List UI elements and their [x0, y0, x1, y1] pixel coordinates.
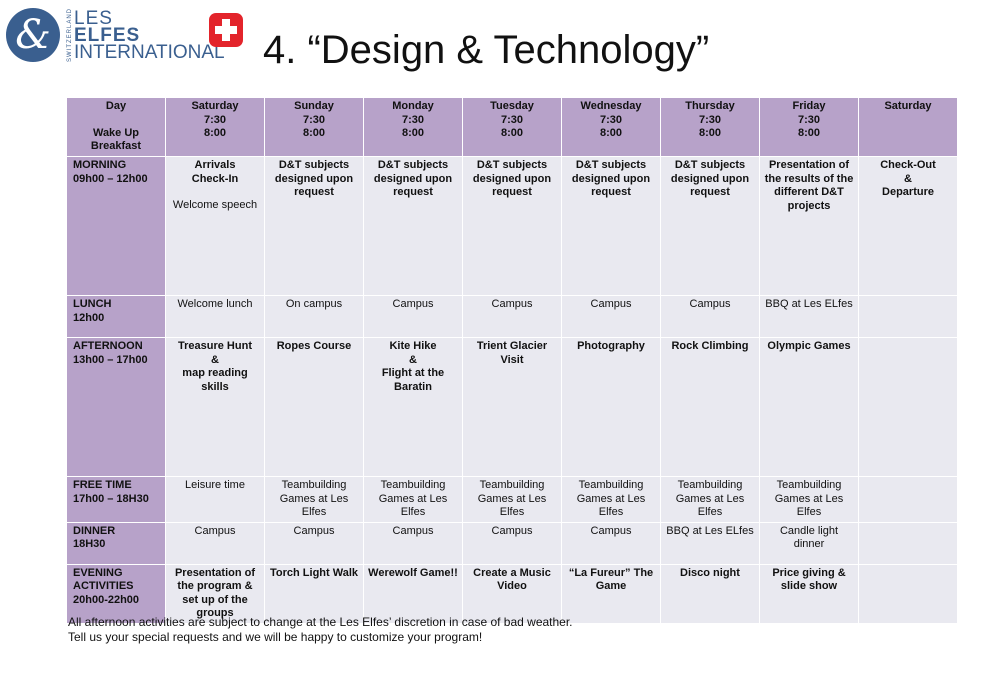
page-title: 4. “Design & Technology”	[263, 28, 710, 72]
les-elfes-logo: & SWITZERLAND LES ELFES INTERNATIONAL	[6, 7, 225, 64]
cell-evening-wed: “La Fureur” The Game	[561, 563, 661, 624]
header-day-cell: Day Wake Up Breakfast	[66, 97, 166, 157]
cell-dinner-fri: Candle light dinner	[759, 521, 859, 565]
cell-dinner-tue: Campus	[462, 521, 562, 565]
cell-lunch-thu: Campus	[660, 295, 760, 338]
cell-morning-sat-end: Check-Out & Departure	[858, 156, 958, 296]
cell-free-fri: Teambuilding Games at Les Elfes	[759, 476, 859, 523]
cell-dinner-mon: Campus	[363, 521, 463, 565]
cell-free-thu: Teambuilding Games at Les Elfes	[660, 476, 760, 523]
cell-lunch-wed: Campus	[561, 295, 661, 338]
row-label-afternoon: AFTERNOON 13h00 – 17h00	[66, 337, 166, 477]
cell-evening-tue: Create a Music Video	[462, 563, 562, 624]
row-label-free-time: FREE TIME 17h00 – 18H30	[66, 476, 166, 523]
cell-lunch-fri: BBQ at Les ELfes	[759, 295, 859, 338]
cell-morning-wed: D&T subjects designed upon request	[561, 156, 661, 296]
row-label-morning: MORNING 09h00 – 12h00	[66, 156, 166, 296]
cell-dinner-sun: Campus	[264, 521, 364, 565]
cell-free-wed: Teambuilding Games at Les Elfes	[561, 476, 661, 523]
cell-morning-sun: D&T subjects designed upon request	[264, 156, 364, 296]
cell-free-mon: Teambuilding Games at Les Elfes	[363, 476, 463, 523]
cell-morning-sat: Arrivals Check-In Welcome speech	[165, 156, 265, 296]
header-day-saturday: Saturday 7:30 8:00	[165, 97, 265, 157]
schedule-table: Day Wake Up Breakfast Saturday 7:30 8:00 S…	[66, 97, 958, 624]
footer-weather-note: All afternoon activities are subject to …	[68, 615, 573, 629]
cell-evening-fri: Price giving & slide show	[759, 563, 859, 624]
logo-country: SWITZERLAND	[67, 7, 74, 63]
cell-free-tue: Teambuilding Games at Les Elfes	[462, 476, 562, 523]
logo-line-1: LES	[74, 8, 113, 29]
cell-evening-sat: Presentation of the program & set up of …	[165, 563, 265, 624]
header-day-thursday: Thursday 7:30 8:00	[660, 97, 760, 157]
header-row: Day Wake Up Breakfast Saturday 7:30 8:00 S…	[66, 97, 958, 157]
cell-free-sat: Leisure time	[165, 476, 265, 523]
header-day-friday: Friday 7:30 8:00	[759, 97, 859, 157]
cell-free-sat-end	[858, 476, 958, 523]
row-label-evening: EVENING ACTIVITIES 20h00-22h00	[66, 563, 166, 624]
footer-notes: All afternoon activities are subject to …	[68, 615, 573, 645]
cell-dinner-sat-end	[858, 521, 958, 565]
cell-lunch-sat-end	[858, 295, 958, 338]
cell-lunch-sun: On campus	[264, 295, 364, 338]
cell-evening-sat-end	[858, 563, 958, 624]
row-afternoon: AFTERNOON 13h00 – 17h00 Treasure Hunt & map…	[66, 337, 958, 477]
cell-morning-thu: D&T subjects designed upon request	[660, 156, 760, 296]
cell-afternoon-thu: Rock Climbing	[660, 337, 760, 477]
header-day-wednesday: Wednesday 7:30 8:00	[561, 97, 661, 157]
header-day-sunday: Sunday 7:30 8:00	[264, 97, 364, 157]
cell-lunch-mon: Campus	[363, 295, 463, 338]
cell-afternoon-sat-end	[858, 337, 958, 477]
cell-lunch-tue: Campus	[462, 295, 562, 338]
cell-afternoon-mon: Kite Hike & Flight at the Baratin	[363, 337, 463, 477]
cell-afternoon-sun: Ropes Course	[264, 337, 364, 477]
cell-evening-mon: Werewolf Game!!	[363, 563, 463, 624]
logo-line-3: INTERNATIONAL	[74, 42, 225, 63]
cell-dinner-sat: Campus	[165, 521, 265, 565]
header-day-monday: Monday 7:30 8:00	[363, 97, 463, 157]
cell-afternoon-sat: Treasure Hunt & map reading skills	[165, 337, 265, 477]
cell-afternoon-tue: Trient Glacier Visit	[462, 337, 562, 477]
cell-morning-tue: D&T subjects designed upon request	[462, 156, 562, 296]
cell-morning-mon: D&T subjects designed upon request	[363, 156, 463, 296]
logo-line-2: ELFES	[74, 25, 141, 46]
cell-evening-sun: Torch Light Walk	[264, 563, 364, 624]
row-dinner: DINNER 18H30 Campus Campus Campus Campus …	[66, 521, 958, 565]
cell-morning-fri: Presentation of the results of the diffe…	[759, 156, 859, 296]
row-lunch: LUNCH 12h00 Welcome lunch On campus Campu…	[66, 295, 958, 338]
row-morning: MORNING 09h00 – 12h00 Arrivals Check-In Wel…	[66, 156, 958, 296]
swiss-flag-icon	[209, 13, 243, 47]
cell-afternoon-fri: Olympic Games	[759, 337, 859, 477]
cell-dinner-wed: Campus	[561, 521, 661, 565]
row-free-time: FREE TIME 17h00 – 18H30 Leisure time Team…	[66, 476, 958, 523]
logo-emblem-icon: &	[6, 8, 60, 62]
row-evening: EVENING ACTIVITIES 20h00-22h00 Presentati…	[66, 563, 958, 624]
row-label-dinner: DINNER 18H30	[66, 521, 166, 565]
cell-evening-thu: Disco night	[660, 563, 760, 624]
cell-lunch-sat: Welcome lunch	[165, 295, 265, 338]
header-day-tuesday: Tuesday 7:30 8:00	[462, 97, 562, 157]
footer-request-note: Tell us your special requests and we wil…	[68, 630, 483, 644]
cell-afternoon-wed: Photography	[561, 337, 661, 477]
cell-dinner-thu: BBQ at Les ELfes	[660, 521, 760, 565]
header-day-saturday-end: Saturday	[858, 97, 958, 157]
cell-free-sun: Teambuilding Games at Les Elfes	[264, 476, 364, 523]
row-label-lunch: LUNCH 12h00	[66, 295, 166, 338]
